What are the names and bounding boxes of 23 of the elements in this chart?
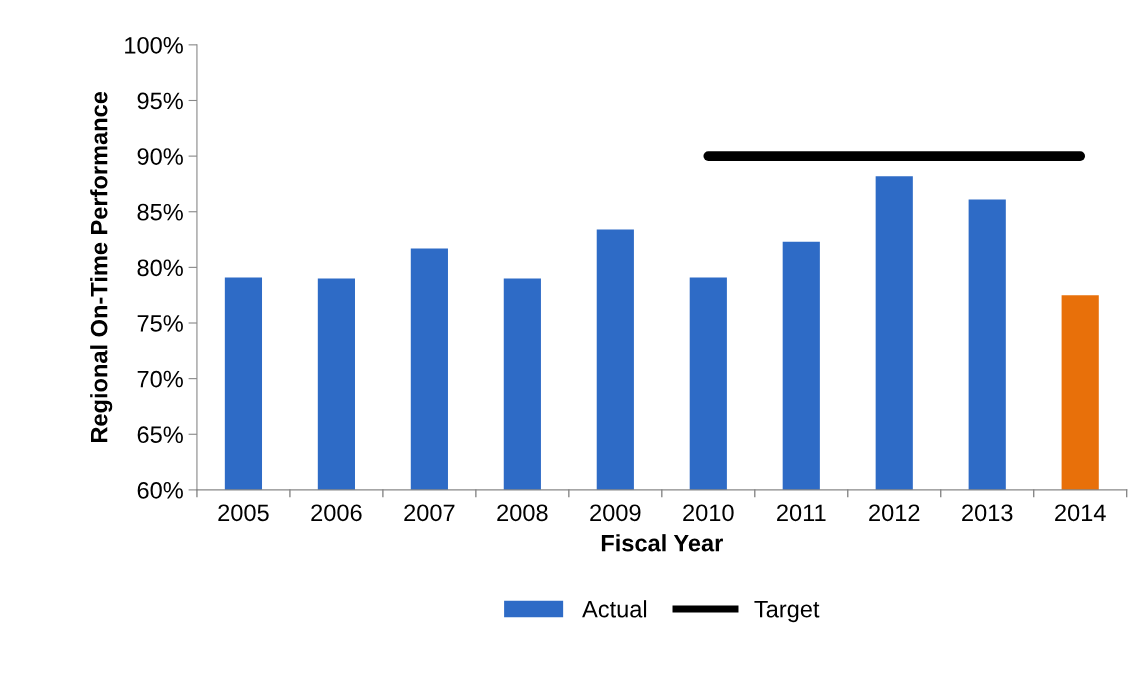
x-tick-label: 2013	[962, 504, 1013, 522]
x-tick-label: 2014	[1055, 504, 1106, 522]
x-tick-label: 2007	[404, 504, 455, 522]
y-tick-label: 100%	[125, 36, 183, 54]
y-tick-label: 60%	[137, 481, 183, 499]
y-axis-title: Regional On-Time Performance	[90, 91, 113, 443]
y-tick-label: 75%	[137, 315, 183, 332]
x-tick-label: 2009	[590, 504, 641, 522]
x-axis-title: Fiscal Year	[601, 534, 723, 552]
x-tick-label: 2010	[683, 504, 734, 522]
x-tick-label: 2005	[218, 504, 269, 522]
y-tick-label: 65%	[137, 426, 183, 444]
x-tick-label: 2006	[311, 504, 362, 522]
x-tick-label: 2008	[497, 504, 548, 522]
y-tick-label: 80%	[137, 259, 183, 277]
legend-label: Actual	[582, 600, 647, 618]
y-tick-label: 90%	[137, 148, 183, 165]
y-tick-label: 70%	[137, 370, 183, 388]
x-tick-label: 2011	[777, 504, 826, 522]
y-tick-label: 95%	[137, 92, 183, 110]
y-tick-label: 85%	[137, 203, 183, 221]
legend-label: Target	[754, 601, 820, 623]
x-tick-label: 2012	[869, 504, 920, 522]
